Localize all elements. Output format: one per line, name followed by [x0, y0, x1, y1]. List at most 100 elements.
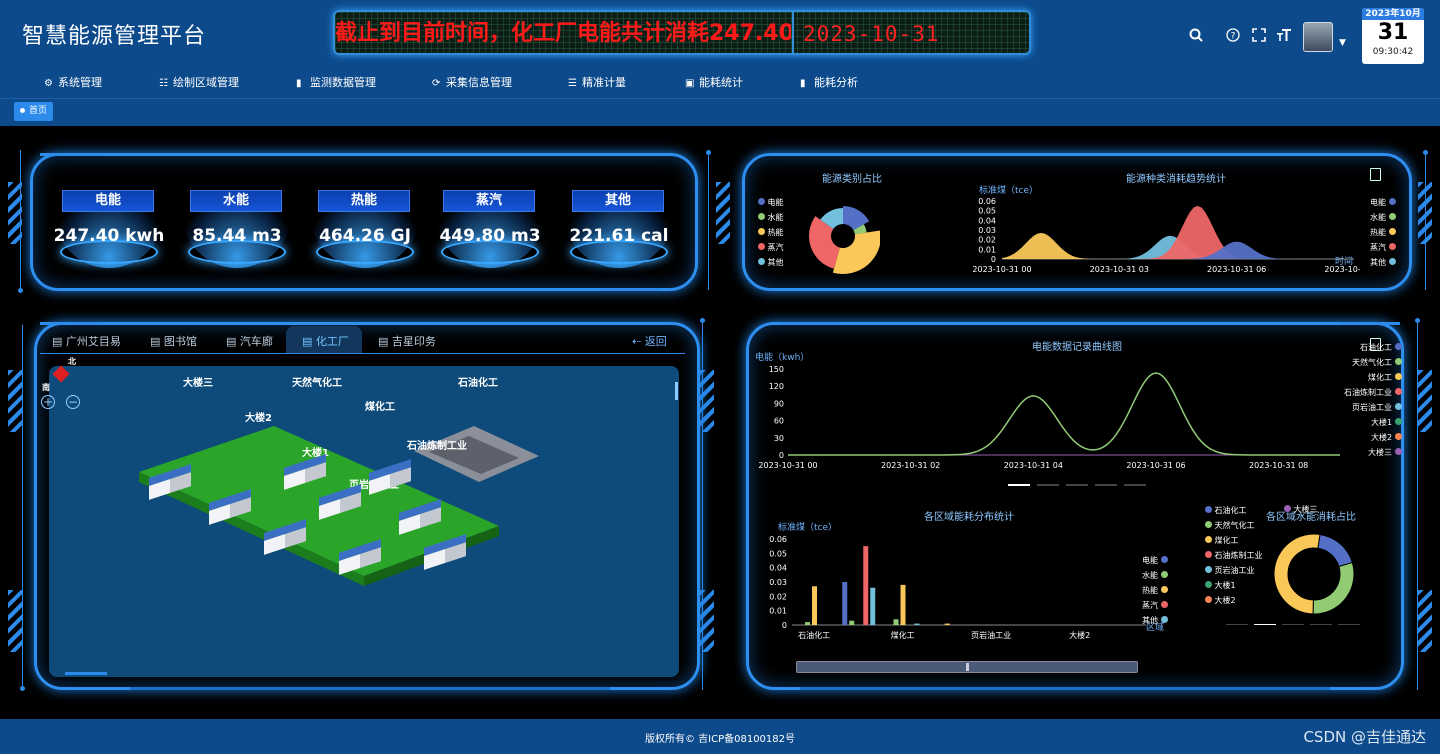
- nav-item-collect[interactable]: ⟳ 采集信息管理: [432, 76, 512, 89]
- building-label[interactable]: 石油化工: [458, 378, 498, 389]
- legend-item[interactable]: 石油化工: [1205, 505, 1247, 516]
- gear-icon: ⚙: [44, 78, 53, 89]
- legend-item[interactable]: 电能: [1370, 197, 1396, 208]
- x-tick-label: 2023-10-31 03: [1090, 265, 1149, 274]
- legend-item[interactable]: 天然气化工: [1205, 520, 1255, 531]
- power-chart-title: 电能数据记录曲线图: [1032, 342, 1122, 353]
- y-tick-label: 0: [779, 451, 784, 460]
- map-hscrollbar[interactable]: [65, 672, 107, 675]
- y-tick-label: 0.03: [769, 578, 787, 587]
- donut-slice: [1317, 533, 1353, 568]
- x-tick-label: 2023-10-31 02: [881, 461, 940, 470]
- legend-item[interactable]: 大楼1: [1371, 417, 1402, 428]
- energy-card-heat: 热能 464.26 GJ: [306, 186, 424, 276]
- nav-item-region[interactable]: ☷ 绘制区域管理: [159, 76, 239, 89]
- map-tab[interactable]: ▤ 广州艾目易: [52, 335, 121, 348]
- legend-item[interactable]: 石油炼制工业: [1205, 550, 1263, 561]
- tab-home[interactable]: 首页: [14, 102, 54, 121]
- legend-item[interactable]: 热能: [1370, 227, 1396, 238]
- building-label[interactable]: 大楼2: [245, 413, 272, 424]
- fullscreen-icon[interactable]: [1250, 28, 1268, 46]
- x-tick-label: 2023-10-31 06: [1207, 265, 1266, 274]
- building-label[interactable]: 煤化工: [365, 402, 395, 413]
- donut-chart: [1273, 533, 1355, 615]
- map-tab[interactable]: ▤ 图书馆: [150, 335, 197, 348]
- legend-item[interactable]: 其他: [1142, 615, 1168, 626]
- x-tick-label: 页岩油工业: [971, 630, 1011, 640]
- energy-card-water: 水能 85.44 m3: [178, 186, 296, 276]
- legend-item[interactable]: 水能: [1370, 212, 1396, 223]
- legend-item[interactable]: 石油炼制工业: [1344, 387, 1402, 398]
- legend-item[interactable]: 电能: [758, 197, 784, 208]
- chevron-down-icon[interactable]: ▼: [1339, 38, 1346, 48]
- document-icon[interactable]: [1370, 168, 1381, 181]
- map-tab[interactable]: ▤ 汽车廊: [226, 335, 273, 348]
- legend-item[interactable]: 石油化工: [1360, 342, 1402, 353]
- y-tick-label: 0.02: [978, 236, 996, 245]
- pie-chart: [809, 206, 880, 274]
- legend-item[interactable]: 其他: [758, 257, 784, 268]
- legend-item[interactable]: 水能: [1142, 570, 1168, 581]
- legend-item[interactable]: 电能: [1142, 555, 1168, 566]
- building-label[interactable]: 石油炼制工业: [407, 441, 467, 452]
- pie-slice: [853, 224, 867, 235]
- legend-item[interactable]: 热能: [758, 227, 784, 238]
- legend-item[interactable]: 热能: [1142, 585, 1168, 596]
- bar-chart-icon: ▮: [800, 78, 806, 89]
- calendar-icon: ▤: [302, 335, 313, 348]
- factory-map[interactable]: 大楼三天然气化工石油化工大楼2煤化工石油炼制工业大楼1页岩油工业 北 南 + −: [41, 357, 679, 677]
- line-series: [788, 372, 1340, 456]
- zoom-in-icon[interactable]: +: [41, 395, 55, 409]
- legend-item[interactable]: 大楼2: [1205, 595, 1236, 606]
- x-tick-label: 2023-10-31 00: [972, 265, 1031, 274]
- building-label[interactable]: 天然气化工: [292, 378, 342, 389]
- legend-item[interactable]: 蒸汽: [1370, 242, 1396, 253]
- led-banner: 截止到目前时间，化工厂电能共计消耗247.40k 2023-10-31 09:3…: [333, 10, 1031, 55]
- dist-chart-title: 各区域能耗分布统计: [924, 512, 1014, 523]
- search-icon[interactable]: [1187, 28, 1205, 46]
- map-tab[interactable]: ▤ 吉星印务: [378, 335, 436, 348]
- legend-item[interactable]: 天然气化工: [1352, 357, 1402, 368]
- legend-item[interactable]: 大楼三: [1368, 447, 1402, 458]
- legend-item[interactable]: 其他: [1370, 257, 1396, 268]
- map-tab[interactable]: ▤ 化工厂: [302, 335, 349, 348]
- zoom-out-icon[interactable]: −: [66, 395, 80, 409]
- legend-item[interactable]: 蒸汽: [758, 242, 784, 253]
- legend-item[interactable]: 水能: [758, 212, 784, 223]
- donut-pager[interactable]: [1226, 624, 1362, 625]
- y-tick-label: 0.04: [978, 216, 996, 225]
- legend-item[interactable]: 煤化工: [1368, 372, 1402, 383]
- legend-item[interactable]: 页岩油工业: [1205, 565, 1255, 576]
- legend-item[interactable]: 大楼1: [1205, 580, 1236, 591]
- decor-stripes: [700, 590, 714, 652]
- trend-xlabel: 时间: [1335, 257, 1354, 267]
- legend-item[interactable]: 煤化工: [1205, 535, 1239, 546]
- back-button[interactable]: ⇠ 返回: [632, 335, 667, 348]
- decor-stripes: [700, 370, 714, 432]
- compass-south: 南: [42, 383, 50, 392]
- avatar[interactable]: [1303, 22, 1333, 52]
- building-label[interactable]: 大楼1: [302, 448, 329, 459]
- legend-item[interactable]: 大楼2: [1371, 432, 1402, 443]
- building-label[interactable]: 大楼三: [183, 378, 213, 389]
- nav-item-stats[interactable]: ▣ 能耗统计: [685, 76, 743, 89]
- y-tick-label: 60: [774, 417, 784, 426]
- nav-item-analysis[interactable]: ▮ 能耗分析: [800, 76, 858, 89]
- decor-stripes: [8, 370, 22, 432]
- legend-item[interactable]: 页岩油工业: [1352, 402, 1402, 413]
- nav-item-metering[interactable]: ☰ 精准计量: [568, 76, 626, 89]
- nav-item-monitor[interactable]: ▮ 监测数据管理: [296, 76, 376, 89]
- y-tick-label: 0.01: [978, 245, 996, 254]
- nav-item-system[interactable]: ⚙ 系统管理: [44, 76, 102, 89]
- footer-copyright: 版权所有© 吉ICP备08100182号: [644, 734, 796, 745]
- bar: [842, 582, 848, 625]
- legend-item[interactable]: 蒸汽: [1142, 600, 1168, 611]
- calendar-icon: ▤: [52, 335, 63, 348]
- document-icon[interactable]: [1370, 338, 1381, 351]
- power-pager[interactable]: [1008, 484, 1146, 486]
- bar: [893, 619, 899, 625]
- font-size-icon[interactable]: [1275, 28, 1293, 46]
- dist-zoom-slider[interactable]: [796, 661, 1138, 673]
- help-icon[interactable]: ?: [1224, 28, 1242, 46]
- map-scrollbar[interactable]: [675, 382, 678, 400]
